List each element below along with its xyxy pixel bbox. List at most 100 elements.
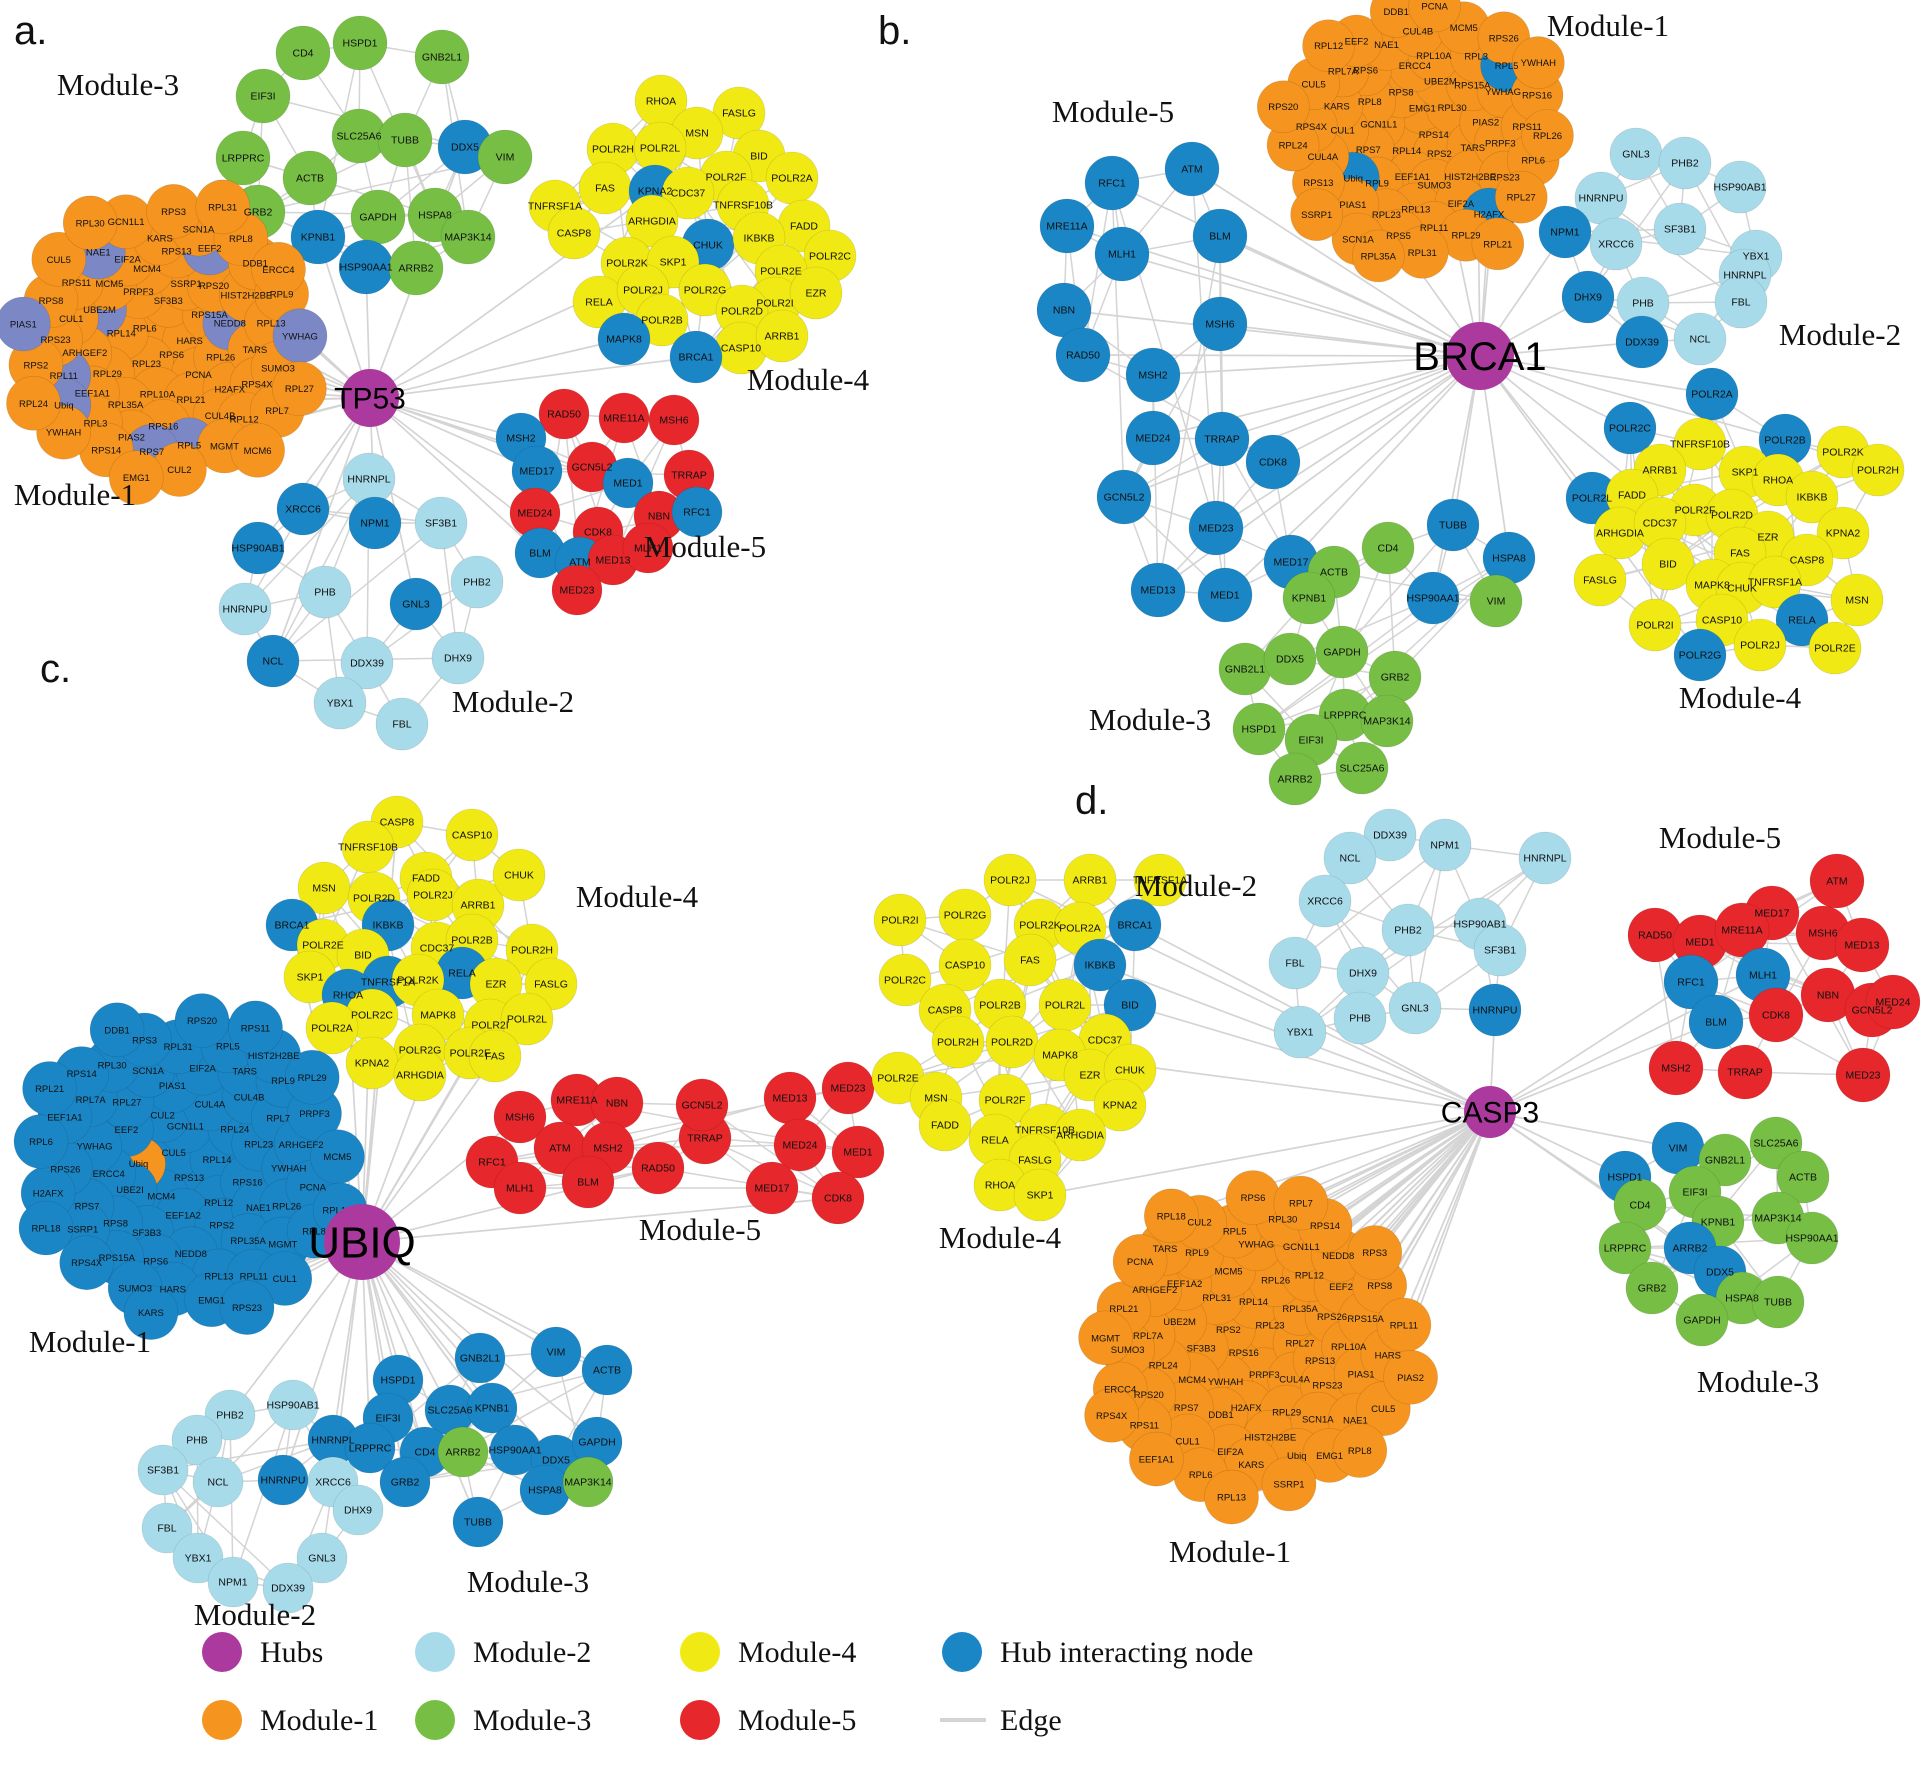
gene-node-TNFRSF10B [1673, 417, 1727, 471]
gene-label-HSPA8: HSPA8 [1492, 553, 1526, 565]
gene-label-DDX5: DDX5 [1706, 1267, 1734, 1279]
gene-node-MSH6 [493, 1090, 547, 1144]
edge [1341, 524, 1454, 653]
gene-label-RPS20: RPS20 [1268, 102, 1298, 113]
gene-node-SLC25A6 [1335, 741, 1389, 795]
gene-node-RAD50 [538, 388, 590, 440]
gene-label-IKBKB: IKBKB [744, 233, 775, 245]
gene-label-RPL24: RPL24 [220, 1124, 249, 1135]
panel-letter: b. [878, 9, 911, 53]
gene-label-HSPD1: HSPD1 [342, 38, 377, 50]
gene-node-VIM [477, 129, 533, 185]
gene-label-CDK8: CDK8 [824, 1193, 852, 1205]
gene-label-RPL7: RPL7 [265, 406, 289, 417]
gene-label-PHB: PHB [1349, 1013, 1371, 1025]
gene-node-SF3B1 [414, 496, 468, 550]
gene-label-BID: BID [354, 950, 372, 962]
gene-node-CHUK [492, 848, 546, 902]
gene-node-MAP3K14 [1360, 694, 1414, 748]
gene-label-RPS16: RPS16 [233, 1178, 263, 1189]
gene-node-CASP10 [938, 938, 992, 992]
gene-node-RPL30 [62, 195, 118, 251]
gene-label-FAS: FAS [1730, 548, 1750, 560]
gene-label-DDX5: DDX5 [451, 142, 479, 154]
gene-label-CUL1: CUL1 [273, 1274, 297, 1285]
gene-label-DDB1: DDB1 [1384, 7, 1409, 18]
gene-node-MSH2 [1648, 1040, 1704, 1096]
gene-node-TRRAP [1717, 1044, 1773, 1100]
gene-label-RPL12: RPL12 [1314, 41, 1343, 52]
gene-label-RPS3: RPS3 [161, 207, 186, 218]
gene-label-NPM1: NPM1 [218, 1577, 247, 1589]
gene-node-HSP90AA1 [1406, 571, 1460, 625]
gene-label-RPL5: RPL5 [1223, 1227, 1247, 1238]
gene-label-HNRNPL: HNRNPL [1723, 270, 1766, 282]
gene-node-DHX9 [1561, 270, 1615, 324]
gene-node-KPNA2 [1816, 506, 1870, 560]
gene-label-RPL5: RPL5 [216, 1041, 240, 1052]
gene-node-FBL [1714, 275, 1768, 329]
gene-node-EIF3I [235, 68, 291, 124]
gene-node-POLR2H [1851, 443, 1905, 497]
gene-label-PIAS1: PIAS1 [1348, 1370, 1375, 1381]
gene-label-YWHAG: YWHAG [282, 331, 318, 342]
gene-label-KPNB1: KPNB1 [475, 1403, 510, 1415]
hub-edge [369, 356, 697, 399]
gene-label-NAE1: NAE1 [1343, 1416, 1368, 1427]
gene-label-FADD: FADD [790, 221, 818, 233]
gene-label-SF3B3: SF3B3 [154, 296, 183, 307]
gene-label-RPS15A: RPS15A [1454, 80, 1491, 91]
gene-label-GCN5L2: GCN5L2 [1104, 492, 1145, 504]
gene-label-PCNA: PCNA [1421, 1, 1448, 12]
gene-label-SF3B1: SF3B1 [147, 1465, 179, 1477]
hub-edge [1489, 1021, 1717, 1113]
gene-node-SKP1 [1013, 1168, 1067, 1222]
gene-node-ARHGDIA [1053, 1108, 1107, 1162]
gene-label-VIM: VIM [1487, 596, 1506, 608]
module-label-Module-3: Module-3 [57, 67, 179, 102]
gene-label-POLR2K: POLR2K [606, 258, 647, 270]
gene-label-PHB: PHB [314, 587, 336, 599]
gene-label-RPL9: RPL9 [271, 1076, 295, 1087]
gene-label-RPL12: RPL12 [1295, 1270, 1324, 1281]
hub-edge [272, 397, 371, 662]
gene-label-PIAS1: PIAS1 [10, 320, 37, 331]
gene-label-RPS7: RPS7 [1174, 1403, 1199, 1414]
gene-label-YBX1: YBX1 [1743, 251, 1770, 263]
gene-label-FADD: FADD [412, 873, 440, 885]
gene-label-CUL5: CUL5 [47, 255, 71, 266]
gene-label-GCN5L2: GCN5L2 [572, 462, 613, 474]
hub-edge [369, 397, 541, 554]
gene-label-HSP90AB1: HSP90AB1 [1453, 919, 1506, 931]
gene-label-ARHGDIA: ARHGDIA [1596, 528, 1644, 540]
gene-node-RPL7 [1273, 1175, 1329, 1231]
gene-label-FAS: FAS [1020, 955, 1040, 967]
hub-edge [1272, 355, 1481, 463]
gene-label-POLR2C: POLR2C [351, 1010, 393, 1022]
gene-node-POLR2C [1603, 401, 1657, 455]
gene-node-MED23 [1188, 500, 1244, 556]
gene-label-TNFRSF1A: TNFRSF1A [361, 977, 415, 989]
gene-label-RPL24: RPL24 [1149, 1361, 1178, 1372]
gene-node-MED17 [745, 1161, 799, 1215]
gene-label-EEF1A1: EEF1A1 [47, 1113, 82, 1124]
gene-label-EIF2A: EIF2A [114, 254, 141, 265]
gene-label-POLR2B: POLR2B [979, 1000, 1020, 1012]
gene-node-BID [1641, 537, 1695, 591]
gene-node-MED1 [602, 457, 654, 509]
edge [1123, 323, 1221, 498]
gene-label-GCN1L1: GCN1L1 [1360, 119, 1397, 130]
gene-label-MCM4: MCM4 [133, 264, 161, 275]
gene-label-RPL11: RPL11 [1420, 223, 1448, 234]
gene-label-ACTB: ACTB [1789, 1172, 1817, 1184]
gene-node-DDX39 [340, 636, 394, 690]
gene-node-MED23 [551, 564, 603, 616]
gene-label-CASP10: CASP10 [1702, 615, 1742, 627]
gene-label-SLC25A6: SLC25A6 [1754, 1138, 1799, 1150]
gene-label-XRCC6: XRCC6 [285, 504, 321, 516]
gene-label-MSH2: MSH2 [506, 433, 535, 445]
gene-node-IKBKB [1073, 938, 1127, 992]
gene-label-RHOA: RHOA [1763, 475, 1793, 487]
legend-label-Module-4: Module-4 [738, 1636, 856, 1669]
gene-label-POLR2F: POLR2F [706, 172, 747, 184]
